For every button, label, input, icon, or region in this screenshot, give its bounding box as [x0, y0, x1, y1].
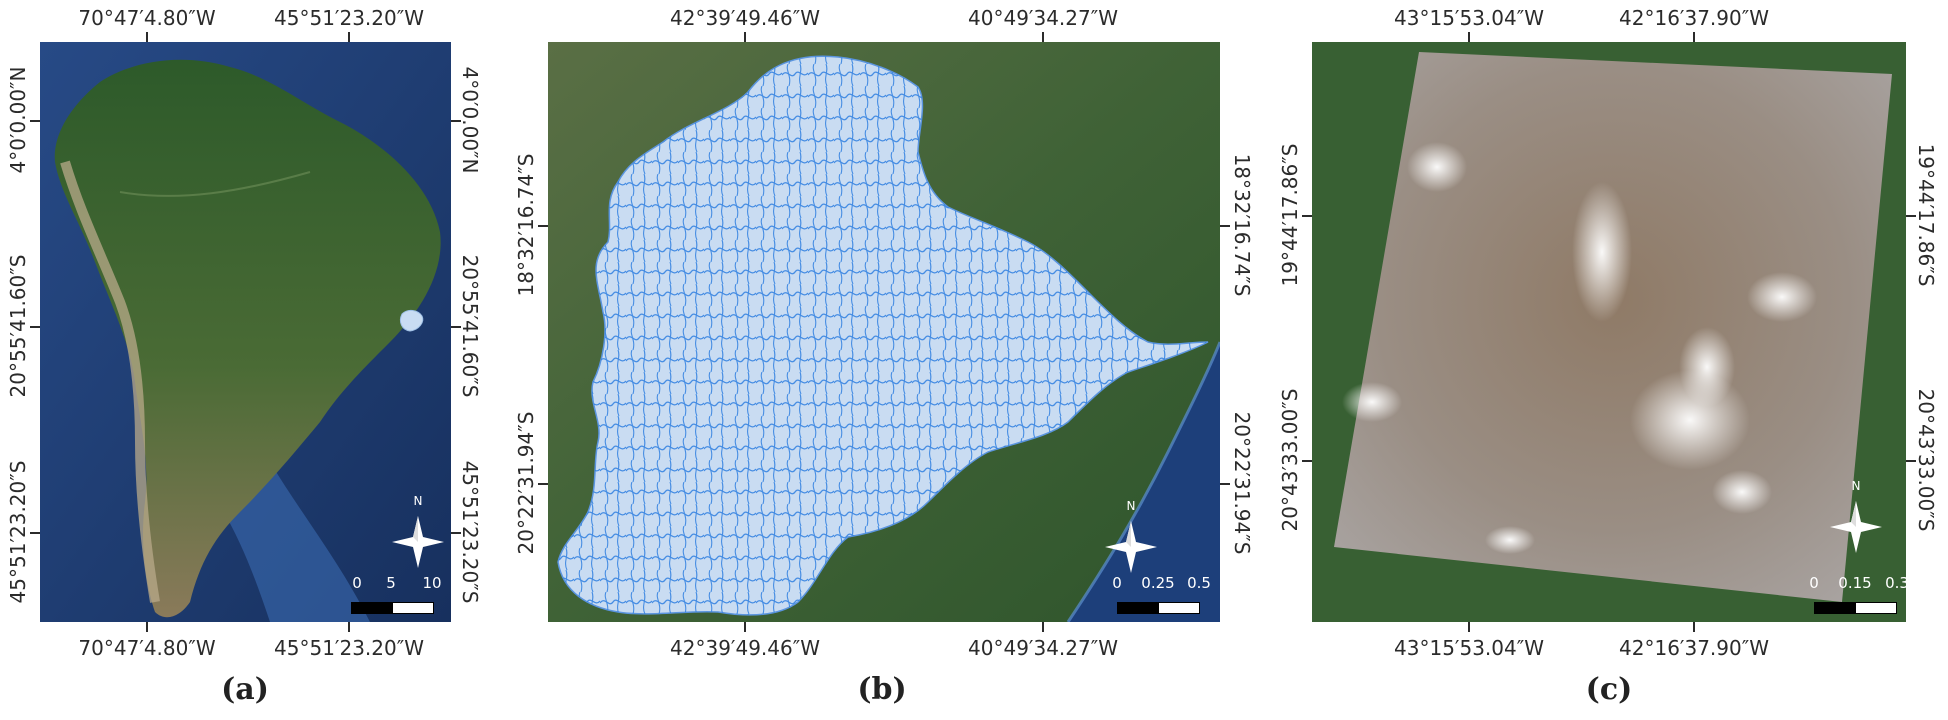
tick: [30, 120, 40, 122]
tick: [1906, 215, 1916, 217]
tick: [744, 32, 746, 42]
top-longitude-label-1: 70°47′4.80″W: [78, 6, 216, 30]
bottom-longitude-label-1: 43°15′53.04″W: [1394, 636, 1544, 660]
bottom-longitude-label-1: 70°47′4.80″W: [78, 636, 216, 660]
scale-label-mid: 5: [386, 574, 396, 592]
north-arrow-icon: [392, 516, 444, 568]
map-south-america: N 0 5 10: [40, 42, 451, 622]
north-label: N: [413, 494, 423, 508]
scale-bar-black: [1814, 602, 1856, 614]
north-label: N: [1126, 499, 1136, 513]
south-america-satellite: [40, 42, 451, 622]
panel-c: N 0 0.15 0.3 43°15′53.04″W 42°16′37.90″W…: [1270, 0, 1948, 720]
tick: [1693, 622, 1695, 632]
left-latitude-label-2: 20°55′41.60″S: [6, 254, 30, 398]
continent-shape: [54, 59, 441, 618]
tick: [451, 532, 461, 534]
tick: [451, 120, 461, 122]
tick: [1302, 215, 1312, 217]
caption-c: (c): [1585, 672, 1633, 707]
left-latitude-label-1: 19°44′17.86″S: [1278, 143, 1302, 287]
tick: [1468, 622, 1470, 632]
tick: [348, 622, 350, 632]
scale-label-max: 0.3: [1885, 574, 1906, 592]
tick: [1042, 32, 1044, 42]
scale-label-mid: 0.25: [1141, 574, 1175, 592]
bottom-longitude-label-2: 40°49′34.27″W: [968, 636, 1118, 660]
left-latitude-label-2: 20°22′31.94″S: [514, 411, 538, 555]
scale-label-0: 0: [1809, 574, 1819, 592]
top-longitude-label-2: 42°16′37.90″W: [1619, 6, 1769, 30]
tick: [1302, 460, 1312, 462]
north-arrow-icon: [1830, 501, 1882, 553]
river-network: [558, 56, 1208, 615]
tick: [1906, 460, 1916, 462]
left-latitude-label-1: 4°0′0.00″N: [6, 66, 30, 174]
panel-b: N 0 0.25 0.5 42°39′49.46″W 40°49′34.27″W…: [500, 0, 1260, 720]
tick: [30, 326, 40, 328]
left-latitude-label-2: 20°43′33.00″S: [1278, 388, 1302, 532]
right-latitude-label-1: 18°32′16.74″S: [1230, 153, 1254, 297]
scale-label-max: 10: [422, 574, 442, 592]
tick: [1468, 32, 1470, 42]
right-latitude-label-2: 20°55′41.60″S: [458, 254, 482, 398]
right-latitude-label-3: 45°51′23.20″S: [458, 460, 482, 604]
right-latitude-label-2: 20°22′31.94″S: [1230, 411, 1254, 555]
tick: [1220, 225, 1230, 227]
top-longitude-label-1: 43°15′53.04″W: [1394, 6, 1544, 30]
scale-label-0: 0: [352, 574, 362, 592]
tick: [146, 622, 148, 632]
north-label: N: [1851, 479, 1861, 493]
scale-label-max: 0.5: [1187, 574, 1211, 592]
tick: [1042, 622, 1044, 632]
tick: [1220, 483, 1230, 485]
tick: [146, 32, 148, 42]
right-latitude-label-1: 4°0′0.00″N: [458, 66, 482, 174]
scale-bar-black: [1117, 602, 1159, 614]
caption-b: (b): [857, 672, 907, 707]
study-basin-highlight: [399, 309, 424, 332]
bottom-longitude-label-2: 42°16′37.90″W: [1619, 636, 1769, 660]
tick: [451, 326, 461, 328]
right-latitude-label-2: 20°43′33.00″S: [1914, 388, 1938, 532]
north-arrow-icon: [1105, 521, 1157, 573]
scale-label-mid: 0.15: [1838, 574, 1872, 592]
scale-bar-white: [1855, 602, 1897, 614]
basin-satellite: [548, 42, 1220, 622]
scene-satellite: [1312, 42, 1906, 622]
scale-bar-white: [1158, 602, 1200, 614]
tick: [538, 225, 548, 227]
tick: [348, 32, 350, 42]
top-longitude-label-2: 40°49′34.27″W: [968, 6, 1118, 30]
top-longitude-label-1: 42°39′49.46″W: [670, 6, 820, 30]
scale-bar-black: [351, 602, 393, 614]
scale-label-0: 0: [1112, 574, 1122, 592]
tick: [1693, 32, 1695, 42]
map-river-basin: N 0 0.25 0.5: [548, 42, 1220, 622]
caption-a: (a): [221, 672, 269, 707]
scale-bar-white: [392, 602, 434, 614]
bottom-longitude-label-1: 42°39′49.46″W: [670, 636, 820, 660]
left-latitude-label-3: 45°51′23.20″S: [6, 460, 30, 604]
tick: [538, 483, 548, 485]
top-longitude-label-2: 45°51′23.20″W: [274, 6, 424, 30]
tick: [744, 622, 746, 632]
right-latitude-label-1: 19°44′17.86″S: [1914, 143, 1938, 287]
satellite-scene-footprint: [1334, 52, 1892, 602]
left-latitude-label-1: 18°32′16.74″S: [514, 153, 538, 297]
map-satellite-scene: N 0 0.15 0.3: [1312, 42, 1906, 622]
tick: [30, 532, 40, 534]
panel-a: N 0 5 10 70°47′4.80″W 45°51′23.20″W 70°4…: [0, 0, 500, 720]
bottom-longitude-label-2: 45°51′23.20″W: [274, 636, 424, 660]
